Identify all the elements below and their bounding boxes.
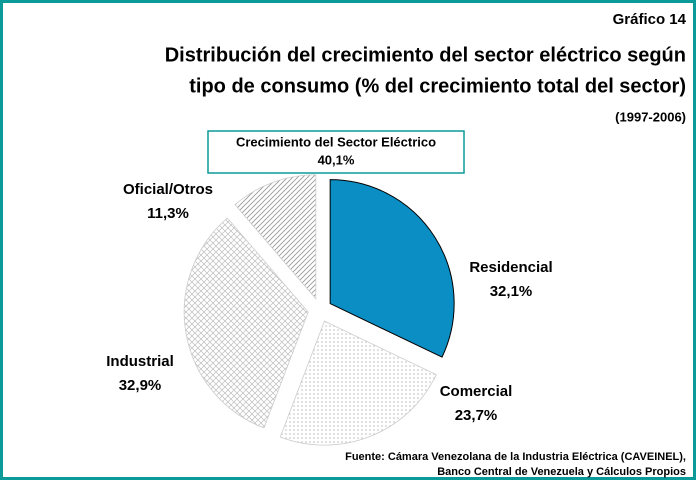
pie-slice — [279, 320, 437, 446]
pie-slice — [183, 217, 309, 429]
slice-value-label: 32,1% — [490, 283, 533, 300]
source: Banco Central de Venezuela y Cálculos Pr… — [437, 466, 686, 478]
annotation-box — [207, 130, 465, 174]
annotation: 40,1% — [318, 152, 355, 167]
slice-value-label: 32,9% — [119, 377, 162, 394]
slice-value-label: 23,7% — [455, 407, 498, 424]
chart-title: Distribución del crecimiento del sector … — [165, 44, 686, 66]
slice-label: Oficial/Otros — [123, 181, 213, 198]
slice-value-label: 11,3% — [147, 205, 189, 222]
subtitle: (1997-2006) — [615, 109, 686, 124]
slice-label: Comercial — [440, 383, 513, 400]
pie-slice — [329, 179, 455, 358]
kicker: Gráfico 14 — [613, 11, 687, 28]
slice-label: Residencial — [469, 259, 552, 276]
annotation: Crecimiento del Sector Eléctrico — [236, 134, 436, 149]
slice-label: Industrial — [106, 353, 174, 370]
source: Fuente: Cámara Venezolana de la Industri… — [345, 451, 686, 463]
pie-slice — [234, 174, 317, 300]
chart-title: tipo de consumo (% del crecimiento total… — [189, 75, 686, 97]
